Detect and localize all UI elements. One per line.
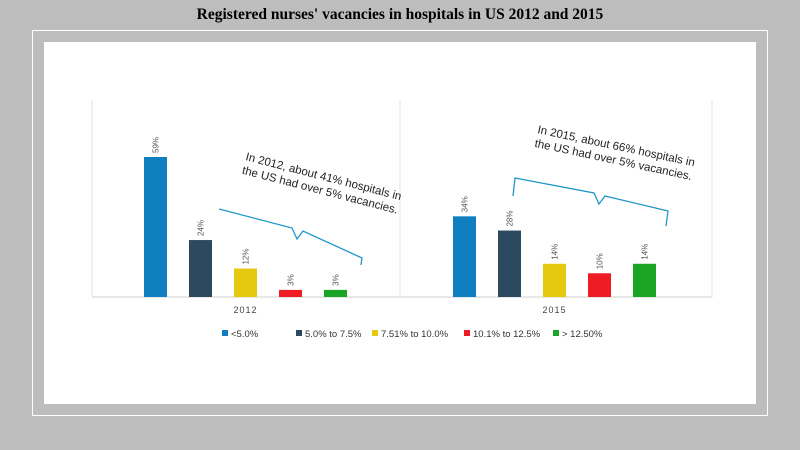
legend-label-3: 10.1% to 12.5% [473,329,541,340]
bar-2015-3 [588,273,611,297]
legend-label-4: > 12.50% [562,329,603,340]
bar-2015-1 [498,230,521,297]
legend-swatch-3 [464,330,470,336]
data-label-2012-1: 24% [197,220,206,236]
x-tick-label-2012: 2012 [233,305,257,315]
bar-2015-4 [633,263,656,297]
data-label-2015-4: 14% [641,244,650,260]
legend-label-1: 5.0% to 7.5% [305,329,362,340]
legend-label-2: 7.51% to 10.0% [381,329,449,340]
chart-title: Registered nurses' vacancies in hospital… [196,6,604,23]
outer-frame [32,30,768,416]
bar-2012-4 [324,289,347,297]
legend-swatch-0 [222,330,228,336]
bar-2015-2 [543,263,566,297]
legend-swatch-1 [296,330,302,336]
data-label-2015-3: 10% [596,253,605,269]
x-tick-label-2015: 2015 [542,305,566,315]
bar-2015-0 [453,216,476,297]
legend-label-0: <5.0% [231,329,259,340]
bar-2012-1 [189,240,212,297]
data-label-2015-0: 34% [461,196,470,212]
data-label-2012-3: 3% [287,274,296,286]
data-label-2012-4: 3% [332,274,341,286]
brace-2012 [218,208,363,266]
bar-2012-0 [144,157,167,297]
data-label-2012-2: 12% [242,249,251,265]
bar-2012-3 [279,289,302,297]
data-label-2015-2: 14% [551,244,560,260]
legend-swatch-4 [553,330,559,336]
brace-2015 [512,177,669,227]
legend-swatch-2 [372,330,378,336]
data-label-2012-0: 59% [152,137,161,153]
data-label-2015-1: 28% [506,211,515,227]
bar-2012-2 [234,268,257,297]
